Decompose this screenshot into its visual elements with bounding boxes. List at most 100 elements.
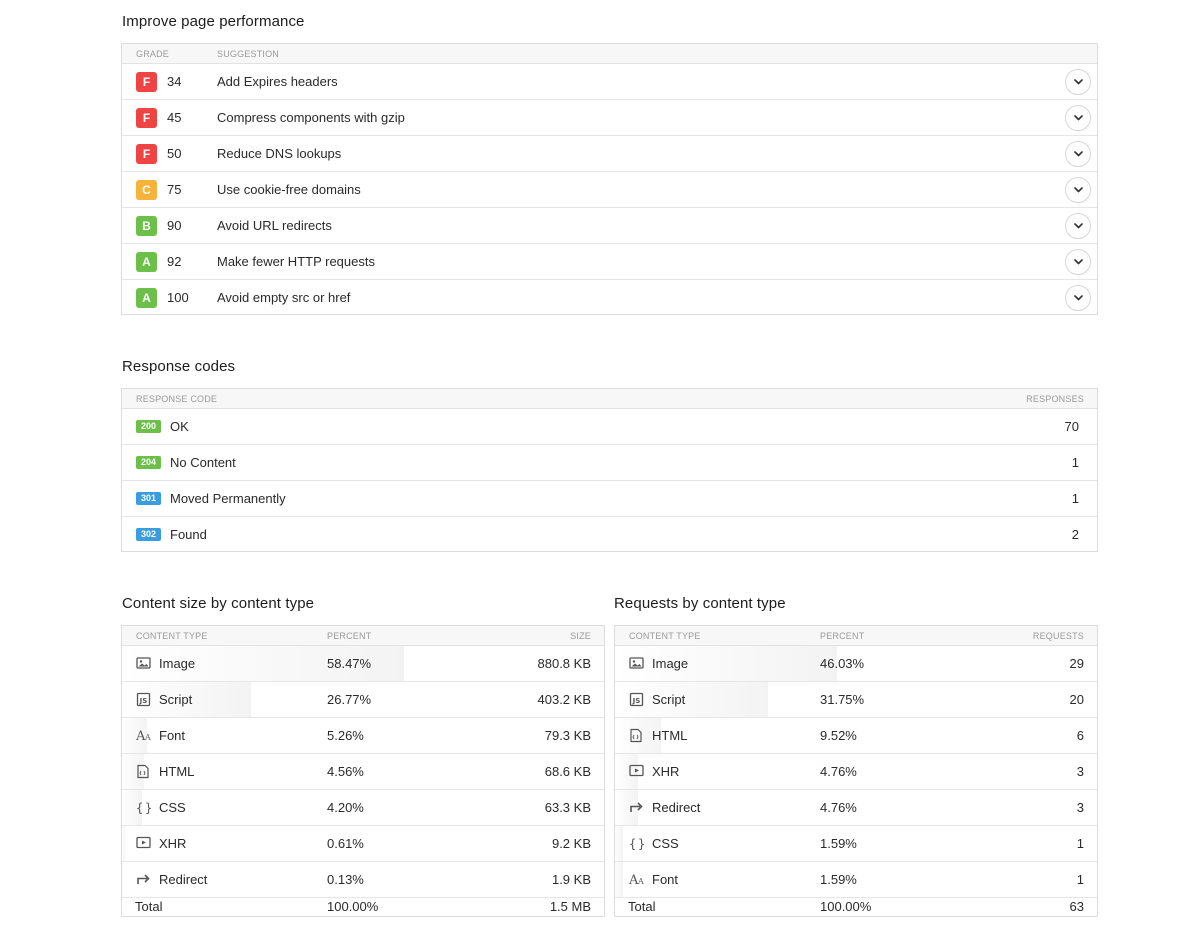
response-code-column-header: RESPONSE CODE bbox=[136, 394, 218, 404]
html-icon bbox=[136, 764, 152, 780]
content-type-value: 6 bbox=[1076, 728, 1084, 743]
content-type-percent: 4.56% bbox=[327, 764, 364, 779]
content-type-percent: 31.75% bbox=[820, 692, 865, 707]
total-label: Total bbox=[135, 899, 163, 914]
expand-button[interactable] bbox=[1065, 213, 1091, 239]
percent-bar bbox=[615, 754, 638, 789]
percent-bar bbox=[122, 790, 142, 825]
content-type-percent: 4.20% bbox=[327, 800, 364, 815]
suggestion-row[interactable]: F 50 Reduce DNS lookups bbox=[122, 136, 1097, 172]
status-code-badge: 204 bbox=[136, 456, 161, 469]
content-type-row: A A Font 1.59% 1 bbox=[615, 862, 1097, 898]
suggestion-text: Compress components with gzip bbox=[217, 110, 405, 125]
percent-bar bbox=[122, 862, 123, 897]
expand-button[interactable] bbox=[1065, 177, 1091, 203]
performance-title: Improve page performance bbox=[122, 13, 305, 30]
chevron-down-icon bbox=[1074, 259, 1083, 265]
suggestion-row[interactable]: F 45 Compress components with gzip bbox=[122, 100, 1097, 136]
script-icon: JS bbox=[629, 692, 645, 708]
suggestion-row[interactable]: B 90 Avoid URL redirects bbox=[122, 208, 1097, 244]
svg-text:A: A bbox=[144, 733, 151, 742]
content-type-percent: 0.61% bbox=[327, 836, 364, 851]
requests-title: Requests by content type bbox=[614, 595, 786, 612]
percent-bar bbox=[615, 790, 638, 825]
content-type-row: HTML 4.56% 68.6 KB bbox=[122, 754, 604, 790]
image-icon bbox=[629, 656, 645, 672]
expand-button[interactable] bbox=[1065, 249, 1091, 275]
expand-button[interactable] bbox=[1065, 285, 1091, 311]
content-size-title: Content size by content type bbox=[122, 595, 315, 612]
response-codes-table-header: RESPONSE CODE RESPONSES bbox=[122, 389, 1097, 409]
content-type-name: Script bbox=[159, 692, 193, 707]
html-icon bbox=[629, 728, 645, 744]
content-type-value: 3 bbox=[1076, 800, 1084, 815]
status-label: No Content bbox=[170, 455, 236, 470]
percent-bar bbox=[122, 718, 147, 753]
response-count: 1 bbox=[1071, 491, 1079, 506]
content-type-name: XHR bbox=[159, 836, 187, 851]
chevron-down-icon bbox=[1074, 223, 1083, 229]
percent-bar bbox=[615, 718, 661, 753]
content-type-percent: 9.52% bbox=[820, 728, 857, 743]
grade-badge: F bbox=[136, 72, 157, 92]
grade-score: 75 bbox=[167, 182, 182, 197]
content-size-table-header: CONTENT TYPE PERCENT SIZE bbox=[122, 626, 604, 646]
response-code-row: 200 OK 70 bbox=[122, 409, 1097, 445]
performance-table: GRADE SUGGESTION F 34 Add Expires headers F… bbox=[121, 43, 1098, 315]
content-type-name: XHR bbox=[652, 764, 680, 779]
suggestion-row[interactable]: A 92 Make fewer HTTP requests bbox=[122, 244, 1097, 280]
css-icon: {} bbox=[136, 800, 152, 816]
total-label: Total bbox=[628, 899, 656, 914]
content-type-row: XHR 0.61% 9.2 KB bbox=[122, 826, 604, 862]
percent-bar bbox=[615, 826, 623, 861]
requests-column-header: REQUESTS bbox=[1032, 631, 1084, 641]
content-type-name: CSS bbox=[652, 836, 679, 851]
suggestion-row[interactable]: F 34 Add Expires headers bbox=[122, 64, 1097, 100]
suggestion-row[interactable]: C 75 Use cookie-free domains bbox=[122, 172, 1097, 208]
expand-button[interactable] bbox=[1065, 105, 1091, 131]
suggestion-text: Add Expires headers bbox=[217, 74, 338, 89]
content-type-row: HTML 9.52% 6 bbox=[615, 718, 1097, 754]
percent-bar bbox=[122, 826, 125, 861]
content-type-name: Redirect bbox=[159, 872, 208, 887]
chevron-down-icon bbox=[1074, 187, 1083, 193]
requests-table: CONTENT TYPE PERCENT REQUESTS Image 46.03… bbox=[614, 625, 1098, 917]
total-row: Total 100.00% 63 bbox=[615, 898, 1097, 916]
content-type-column-header: CONTENT TYPE bbox=[136, 631, 208, 641]
xhr-icon bbox=[136, 836, 152, 852]
content-type-row: Image 58.47% 880.8 KB bbox=[122, 646, 604, 682]
status-code-badge: 302 bbox=[136, 528, 161, 541]
grade-score: 45 bbox=[167, 110, 182, 125]
suggestion-column-header: SUGGESTION bbox=[217, 49, 280, 59]
percent-bar bbox=[615, 682, 768, 717]
content-type-percent: 1.59% bbox=[820, 836, 857, 851]
percent-bar bbox=[615, 862, 623, 897]
svg-text:}: } bbox=[145, 801, 152, 814]
image-icon bbox=[136, 656, 152, 672]
suggestion-text: Make fewer HTTP requests bbox=[217, 254, 375, 269]
grade-score: 92 bbox=[167, 254, 182, 269]
total-percent: 100.00% bbox=[820, 899, 872, 914]
grade-badge: C bbox=[136, 180, 157, 200]
expand-button[interactable] bbox=[1065, 141, 1091, 167]
grade-score: 50 bbox=[167, 146, 182, 161]
response-code-row: 302 Found 2 bbox=[122, 517, 1097, 553]
responses-column-header: RESPONSES bbox=[1026, 394, 1084, 404]
content-type-value: 1 bbox=[1076, 872, 1084, 887]
percent-column-header: PERCENT bbox=[820, 631, 865, 641]
total-value: 63 bbox=[1069, 899, 1084, 914]
svg-text:{: { bbox=[136, 801, 143, 814]
content-type-row: XHR 4.76% 3 bbox=[615, 754, 1097, 790]
content-type-percent: 4.76% bbox=[820, 800, 857, 815]
expand-button[interactable] bbox=[1065, 69, 1091, 95]
content-type-percent: 1.59% bbox=[820, 872, 857, 887]
content-type-value: 403.2 KB bbox=[537, 692, 592, 707]
content-type-value: 3 bbox=[1076, 764, 1084, 779]
content-type-percent: 46.03% bbox=[820, 656, 865, 671]
content-type-row: Redirect 4.76% 3 bbox=[615, 790, 1097, 826]
content-type-value: 79.3 KB bbox=[544, 728, 591, 743]
css-icon: {} bbox=[629, 836, 645, 852]
suggestion-row[interactable]: A 100 Avoid empty src or href bbox=[122, 280, 1097, 316]
total-value: 1.5 MB bbox=[549, 899, 591, 914]
svg-text:JS: JS bbox=[632, 697, 641, 705]
